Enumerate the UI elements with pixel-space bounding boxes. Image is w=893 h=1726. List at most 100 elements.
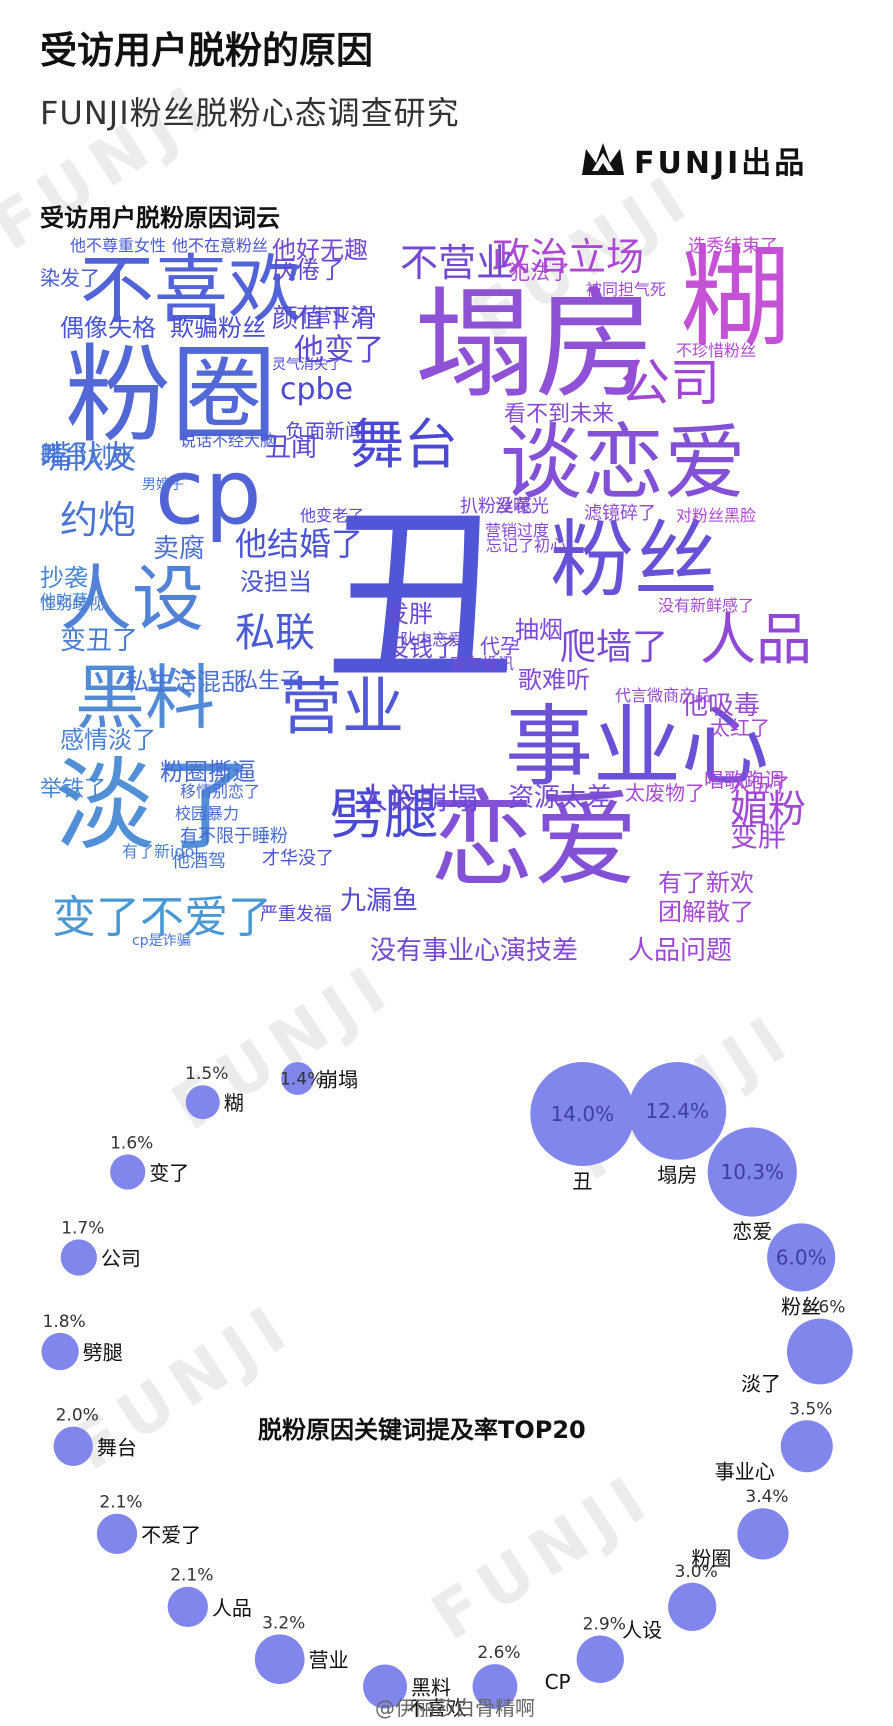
bubble-category-label: 粉圈 bbox=[691, 1546, 731, 1570]
wordcloud-word: 太废物了 bbox=[625, 781, 705, 805]
bubble-value-label: 2.6% bbox=[477, 1643, 520, 1663]
bubble-value-label: 3.4% bbox=[745, 1487, 788, 1507]
crown-icon bbox=[582, 143, 624, 175]
bubble bbox=[281, 1062, 315, 1095]
wordcloud-word: 歌难听 bbox=[518, 666, 590, 694]
wordcloud-word: 滤镜碎了 bbox=[584, 503, 656, 524]
bubble-category-label: 劈腿 bbox=[83, 1341, 123, 1365]
wordcloud-word: 男嫂子 bbox=[142, 477, 184, 493]
wordcloud-word: 他吃草 bbox=[40, 591, 89, 610]
bubble-category-label: 变了 bbox=[149, 1161, 189, 1185]
wordcloud-word: 营销过度 bbox=[485, 521, 550, 540]
wordcloud-word: 对粉丝黑脸 bbox=[676, 506, 757, 525]
wordcloud-word: 抄袭 bbox=[40, 564, 88, 592]
bubble bbox=[767, 1223, 836, 1292]
wordcloud-word: 塌房 bbox=[415, 276, 655, 415]
wordcloud-word: 他不尊重女性 bbox=[70, 236, 167, 255]
wordcloud-word: 嘴队友 bbox=[40, 438, 137, 476]
wordcloud-word: 他变老了 bbox=[300, 506, 365, 525]
bubble-category-label: 恋爱 bbox=[732, 1220, 772, 1244]
chart-title: 脱粉原因关键词提及率TOP20 bbox=[258, 1416, 586, 1444]
funji-logo: FUNJI出品 bbox=[580, 140, 808, 181]
wordcloud-word: 人品 bbox=[700, 608, 812, 673]
wordcloud-word: 他酒驾 bbox=[172, 851, 226, 872]
wordcloud-word: 严重发福 bbox=[260, 904, 332, 925]
wordcloud-word: 有了新idol bbox=[122, 842, 199, 861]
bubble bbox=[780, 1420, 833, 1473]
wordcloud-word: 爬墙了 bbox=[560, 627, 669, 668]
bubble-value-label: 1.6% bbox=[110, 1133, 153, 1153]
bubble-category-label: 不喜欢 bbox=[407, 1696, 467, 1720]
bubble bbox=[96, 1513, 138, 1554]
bubble-category-label: 事业心 bbox=[715, 1459, 775, 1483]
wordcloud-word: 劈腿 bbox=[330, 783, 438, 846]
wordcloud-word: 私生子 bbox=[236, 669, 303, 694]
bubble-category-label: 糊 bbox=[224, 1091, 244, 1115]
bubble-category-label: 人品 bbox=[212, 1596, 252, 1620]
wordcloud-word: cp bbox=[155, 440, 262, 545]
wordcloud-word: 发胖 bbox=[385, 600, 433, 628]
bubble-value-label: 2.1% bbox=[170, 1566, 213, 1586]
wordcloud-word: 没有新鲜感了 bbox=[658, 596, 755, 615]
wordcloud-word: 淡了 bbox=[55, 747, 255, 864]
bubble-value-label: 1.5% bbox=[185, 1064, 228, 1084]
wordcloud-word: 舞台 bbox=[350, 413, 458, 476]
wordcloud-word: 政治立场 bbox=[492, 235, 645, 279]
wordcloud-word: 人品问题 bbox=[628, 936, 733, 966]
wordcloud-word: 变了不爱了 bbox=[52, 892, 272, 943]
bubble bbox=[110, 1154, 146, 1190]
bubble-value-label: 1.8% bbox=[43, 1312, 86, 1332]
wordcloud-word: 没曝光 bbox=[495, 496, 549, 517]
wordcloud-word: 灵气消失了 bbox=[272, 357, 342, 373]
bubble bbox=[668, 1582, 717, 1631]
wordcloud-word: 唱歌跑调 bbox=[704, 768, 784, 792]
bubble-category-label: 淡了 bbox=[741, 1371, 781, 1395]
bubble-category-label: 粉丝 bbox=[781, 1294, 821, 1318]
weibo-credit: @伊丽莎白骨精啊 bbox=[375, 1696, 535, 1720]
bubble bbox=[363, 1664, 408, 1709]
wordcloud-word: 校园暴力 bbox=[175, 804, 240, 823]
bubble-category-label: 丑 bbox=[572, 1169, 592, 1193]
page-title: 受访用户脱粉的原因 bbox=[40, 29, 373, 72]
wordcloud-word: 不营业 bbox=[400, 241, 515, 285]
wordcloud-word: 选秀结束了 bbox=[688, 236, 778, 257]
wordcloud-word: 队内恋爱 bbox=[400, 630, 465, 649]
bubble bbox=[628, 1062, 727, 1160]
wordcloud-word: 他变了 bbox=[294, 333, 384, 368]
wordcloud-word: 资源太差 bbox=[508, 783, 613, 813]
bubble-chart: 14.0% 丑 12.4% 塌房 10.3% 恋爱6.0% 粉丝5.6% 淡了 3.5% 事业心 3… bbox=[41, 1062, 853, 1720]
bubble bbox=[530, 1062, 635, 1166]
wordcloud-word: 看不到未来 bbox=[504, 402, 615, 427]
wordcloud-word: 丑闻 bbox=[265, 433, 318, 463]
bubble-category-label: CP bbox=[545, 1670, 571, 1694]
wordcloud-word: 厌倦了 bbox=[272, 256, 344, 284]
bubble-value-label: 10.3% bbox=[721, 1160, 785, 1184]
wordcloud-word: 他吸毒 bbox=[682, 691, 761, 721]
logo-text: FUNJI出品 bbox=[634, 146, 808, 181]
wordcloud-word: 才华没了 bbox=[262, 848, 334, 869]
wordcloud-word: 黑料 bbox=[75, 657, 215, 739]
wordcloud-word: 感情淡了 bbox=[60, 726, 156, 754]
wordcloud-word: 欺骗粉丝 bbox=[170, 314, 266, 342]
wordcloud-word: 谈恋爱 bbox=[500, 416, 747, 511]
bubble-value-label: 2.0% bbox=[56, 1406, 99, 1426]
wordcloud-word: 太红了 bbox=[710, 716, 770, 740]
bubble bbox=[41, 1332, 79, 1371]
word-cloud: 丑塌房 粉圈 恋爱 淡了 谈恋爱糊 cp 不喜欢 粉丝 人设 黑料 事业心 营业 舞台 公司 人品 劈腿 变了不… bbox=[40, 238, 840, 1058]
wordcloud-word: 他不在意粉丝 bbox=[172, 236, 269, 255]
wordcloud-word: 私生活混乱 bbox=[125, 668, 245, 696]
wordcloud-word: 变丑了 bbox=[60, 626, 139, 656]
wordcloud-word: 有不限于睡粉 bbox=[180, 826, 288, 847]
bubble bbox=[185, 1085, 220, 1120]
bubble bbox=[737, 1508, 789, 1560]
bubble-value-label: 6.0% bbox=[776, 1245, 827, 1269]
wordcloud-word: 代孕 bbox=[480, 634, 520, 658]
bubble-value-label: 5.6% bbox=[802, 1298, 845, 1318]
bubble-category-label: 公司 bbox=[101, 1246, 141, 1270]
wordcloud-word: cp是诈骗 bbox=[132, 933, 191, 949]
wordcloud-word: 不喜欢 bbox=[80, 247, 302, 333]
wordcloud-word: 负面新闻 bbox=[285, 419, 365, 443]
wordcloud-word: 粉丝 bbox=[550, 511, 719, 609]
wordcloud-word: 没钱了 bbox=[385, 634, 457, 662]
wordcloud-word: 没有事业心 bbox=[370, 936, 501, 966]
